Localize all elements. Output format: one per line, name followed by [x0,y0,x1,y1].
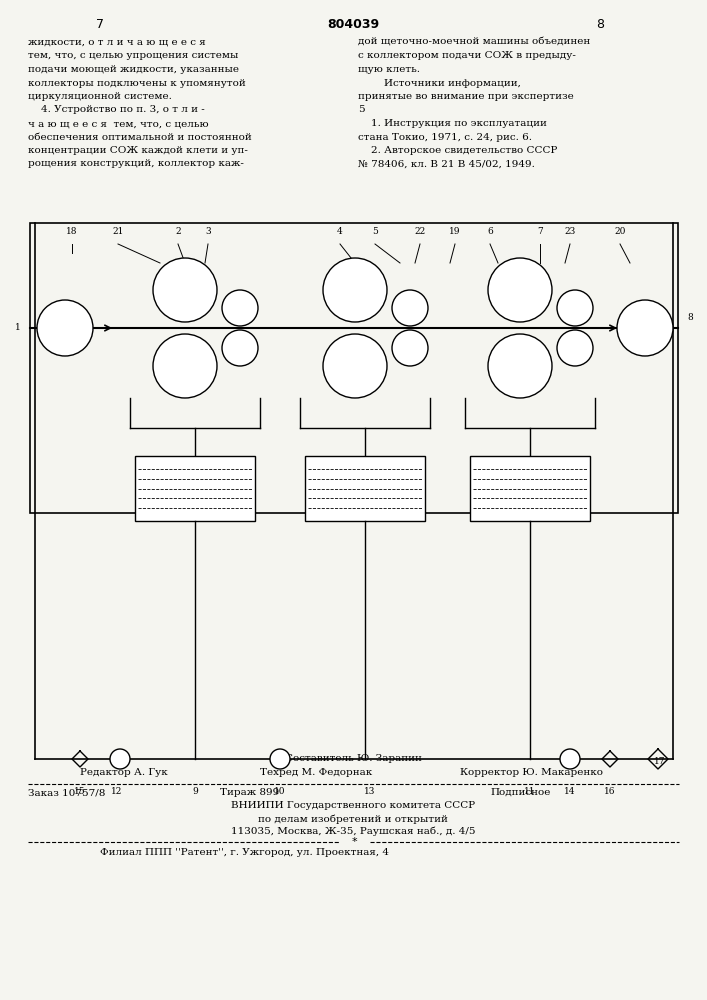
Bar [305,456,425,521]
Circle shape [270,749,290,769]
Text: 4. Устройство по п. 3, о т л и -: 4. Устройство по п. 3, о т л и - [28,105,205,114]
Text: 1: 1 [15,324,21,332]
Text: обеспечения оптимальной и постоянной: обеспечения оптимальной и постоянной [28,132,252,141]
Circle shape [323,258,387,322]
Text: Заказ 10757/8: Заказ 10757/8 [28,788,105,797]
Circle shape [392,290,428,326]
Text: 20: 20 [614,227,626,236]
Text: дой щеточно-моечной машины объединен: дой щеточно-моечной машины объединен [358,38,590,47]
Text: Составитель Ю. Зарапин: Составитель Ю. Зарапин [284,754,421,763]
Circle shape [222,290,258,326]
Circle shape [37,300,93,356]
Text: 14: 14 [564,787,575,796]
Text: 18: 18 [66,227,78,236]
Text: Техред М. Федорнак: Техред М. Федорнак [260,768,373,777]
Text: 15: 15 [74,787,86,796]
Text: № 78406, кл. В 21 В 45/02, 1949.: № 78406, кл. В 21 В 45/02, 1949. [358,159,535,168]
Circle shape [560,749,580,769]
Bar [30,223,678,513]
Text: 4: 4 [337,227,343,236]
Text: Источники информации,: Источники информации, [358,79,521,88]
Text: Филиал ППП ''Pатент'', г. Ужгород, ул. Проектная, 4: Филиал ППП ''Pатент'', г. Ужгород, ул. П… [100,848,389,857]
Text: 21: 21 [112,227,124,236]
Text: 5: 5 [358,105,365,114]
Text: 17: 17 [654,757,666,766]
Bar [470,456,590,521]
Circle shape [153,258,217,322]
Text: подачи моющей жидкости, указанные: подачи моющей жидкости, указанные [28,65,239,74]
Text: циркуляционной системе.: циркуляционной системе. [28,92,172,101]
Text: с коллектором подачи СОЖ в предыду-: с коллектором подачи СОЖ в предыду- [358,51,576,60]
Text: жидкости, о т л и ч а ю щ е е с я: жидкости, о т л и ч а ю щ е е с я [28,38,206,47]
Circle shape [488,334,552,398]
Circle shape [323,334,387,398]
Text: концентрации СОЖ каждой клети и уп-: концентрации СОЖ каждой клети и уп- [28,146,248,155]
Text: 7: 7 [96,18,104,31]
Text: 7: 7 [537,227,543,236]
Text: 113035, Москва, Ж-35, Раушская наб., д. 4/5: 113035, Москва, Ж-35, Раушская наб., д. … [230,827,475,836]
Circle shape [392,330,428,366]
Text: 13: 13 [364,787,375,796]
Text: 1. Инструкция по эксплуатации: 1. Инструкция по эксплуатации [358,119,547,128]
Circle shape [488,258,552,322]
Text: 3: 3 [205,227,211,236]
Text: 8: 8 [687,314,693,322]
Text: принятые во внимание при экспертизе: принятые во внимание при экспертизе [358,92,574,101]
Text: 2: 2 [175,227,181,236]
Text: Подписное: Подписное [490,788,550,797]
Text: ВНИИПИ Государственного комитета СССР: ВНИИПИ Государственного комитета СССР [231,801,475,810]
Circle shape [222,330,258,366]
Text: 23: 23 [564,227,575,236]
Text: 804039: 804039 [327,18,379,31]
Text: Корректор Ю. Макаренко: Корректор Ю. Макаренко [460,768,603,777]
Text: коллекторы подключены к упомянутой: коллекторы подключены к упомянутой [28,79,246,88]
Text: Тираж 899: Тираж 899 [220,788,279,797]
Circle shape [557,290,593,326]
Text: по делам изобретений и открытий: по делам изобретений и открытий [258,814,448,824]
Text: ч а ю щ е е с я  тем, что, с целью: ч а ю щ е е с я тем, что, с целью [28,119,209,128]
Text: рощения конструкций, коллектор каж-: рощения конструкций, коллектор каж- [28,159,244,168]
Text: 2. Авторское свидетельство СССР: 2. Авторское свидетельство СССР [358,146,557,155]
Text: 5: 5 [372,227,378,236]
Text: 16: 16 [604,787,616,796]
Text: 9: 9 [192,787,198,796]
Text: 19: 19 [449,227,461,236]
Text: 6: 6 [487,227,493,236]
Circle shape [557,330,593,366]
Text: тем, что, с целью упрощения системы: тем, что, с целью упрощения системы [28,51,238,60]
Text: Редактор А. Гук: Редактор А. Гук [80,768,168,777]
Text: 11: 11 [525,787,536,796]
Text: стана Токио, 1971, с. 24, рис. 6.: стана Токио, 1971, с. 24, рис. 6. [358,132,532,141]
Text: 8: 8 [596,18,604,31]
Bar [135,456,255,521]
Circle shape [153,334,217,398]
Circle shape [110,749,130,769]
Circle shape [617,300,673,356]
Text: 22: 22 [414,227,426,236]
Text: 12: 12 [111,787,123,796]
Text: щую клеть.: щую клеть. [358,65,420,74]
Text: 10: 10 [274,787,286,796]
Text: *: * [351,837,357,847]
